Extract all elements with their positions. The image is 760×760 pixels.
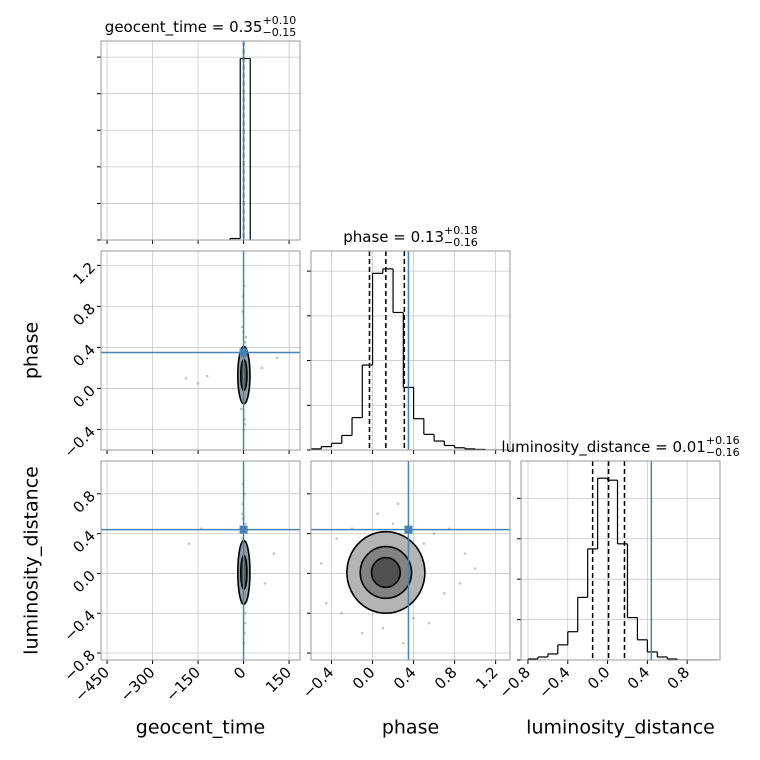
panel — [311, 461, 510, 660]
x-tick-label: 0.0 — [349, 663, 379, 693]
panel — [101, 251, 300, 450]
title-minus: −0.16 — [706, 446, 740, 459]
sample-point — [396, 502, 400, 506]
sample-point — [244, 522, 247, 525]
sample-point — [240, 537, 244, 540]
panel-title: geocent_time = 0.35+0.10 −0.15 — [105, 14, 296, 39]
sample-point — [244, 335, 248, 339]
y-tick-label: 0.8 — [69, 487, 99, 517]
x-axis-label: geocent_time — [136, 717, 265, 739]
y-tick-label: 0.8 — [69, 300, 99, 330]
sample-point — [244, 611, 247, 615]
sample-point — [184, 376, 188, 380]
sample-point — [240, 325, 244, 329]
x-axis-label: luminosity_distance — [526, 717, 715, 739]
sample-point — [319, 562, 323, 565]
x-tick-label: −0.4 — [535, 663, 573, 701]
x-tick-label: 150 — [262, 663, 295, 696]
y-axis-label: phase — [21, 322, 43, 379]
y-tick-label: 0.0 — [69, 567, 99, 597]
panel-frame — [100, 250, 301, 451]
title-plus: +0.18 — [444, 224, 478, 237]
sample-point — [360, 631, 364, 635]
sample-point — [376, 512, 379, 516]
sample-point — [196, 382, 200, 385]
sample-point — [402, 641, 405, 645]
sample-point — [422, 542, 426, 545]
panel-frame — [310, 460, 511, 661]
sample-point — [412, 616, 415, 620]
sample-point — [239, 407, 243, 411]
y-tick-label: −0.4 — [61, 607, 99, 645]
x-tick-label: 0.4 — [390, 663, 420, 693]
panel-title: phase = 0.13+0.18 −0.16 — [343, 224, 478, 249]
sample-point — [263, 582, 267, 585]
sample-point — [335, 537, 338, 540]
title-minus: −0.16 — [444, 236, 478, 249]
sample-point — [340, 611, 344, 615]
title-text: phase = 0.13 — [343, 228, 444, 246]
x-axis-label: phase — [382, 717, 439, 739]
sample-point — [463, 552, 467, 555]
panel — [101, 41, 300, 240]
title-minus: −0.15 — [262, 26, 296, 39]
sample-point — [243, 621, 247, 625]
panel — [101, 461, 300, 660]
panel-title: luminosity_distance = 0.01+0.16 −0.16 — [501, 434, 739, 459]
sample-point — [244, 340, 247, 344]
truth-marker — [404, 525, 413, 534]
sample-point — [391, 522, 395, 525]
x-tick-label: 0.0 — [584, 663, 614, 693]
x-tick-label: 0.8 — [431, 663, 461, 693]
sample-point — [243, 423, 247, 426]
y-tick-label: 0.4 — [69, 341, 99, 371]
x-tick-label: −150 — [162, 663, 204, 705]
sample-point — [325, 601, 328, 605]
sample-point — [381, 626, 385, 630]
y-tick-label: −0.4 — [61, 423, 99, 461]
x-tick-label: −0.8 — [495, 663, 533, 701]
panel — [521, 461, 720, 660]
sample-point — [205, 374, 209, 378]
sample-point — [427, 621, 431, 625]
sample-point — [272, 552, 276, 555]
title-plus: +0.16 — [706, 434, 740, 447]
sample-point — [458, 582, 462, 585]
sample-point — [443, 592, 446, 595]
sample-point — [187, 542, 191, 545]
truth-marker — [239, 525, 248, 534]
x-tick-label: 0.8 — [664, 663, 694, 693]
x-tick-label: −0.4 — [299, 663, 337, 701]
panel-frame — [100, 460, 301, 661]
truth-marker — [239, 348, 248, 357]
title-text: luminosity_distance = 0.01 — [501, 438, 705, 457]
panel-frame — [100, 40, 301, 241]
x-tick-label: 0.4 — [624, 663, 654, 693]
x-tick-label: −300 — [117, 663, 159, 705]
y-tick-label: 0.0 — [69, 382, 99, 412]
sample-point — [275, 356, 279, 359]
title-text: geocent_time = 0.35 — [105, 18, 263, 37]
sample-point — [432, 532, 436, 535]
y-tick-label: 0.4 — [69, 527, 99, 557]
y-tick-label: 1.2 — [69, 259, 99, 289]
sample-point — [473, 567, 477, 570]
sample-point — [260, 366, 264, 370]
density-contour — [370, 556, 402, 589]
panel-frame — [310, 250, 511, 451]
y-axis-label: luminosity_distance — [21, 466, 43, 655]
panel — [311, 251, 510, 450]
panel-frame — [520, 460, 721, 661]
title-plus: +0.10 — [262, 14, 296, 27]
x-tick-label: 0 — [230, 663, 249, 682]
